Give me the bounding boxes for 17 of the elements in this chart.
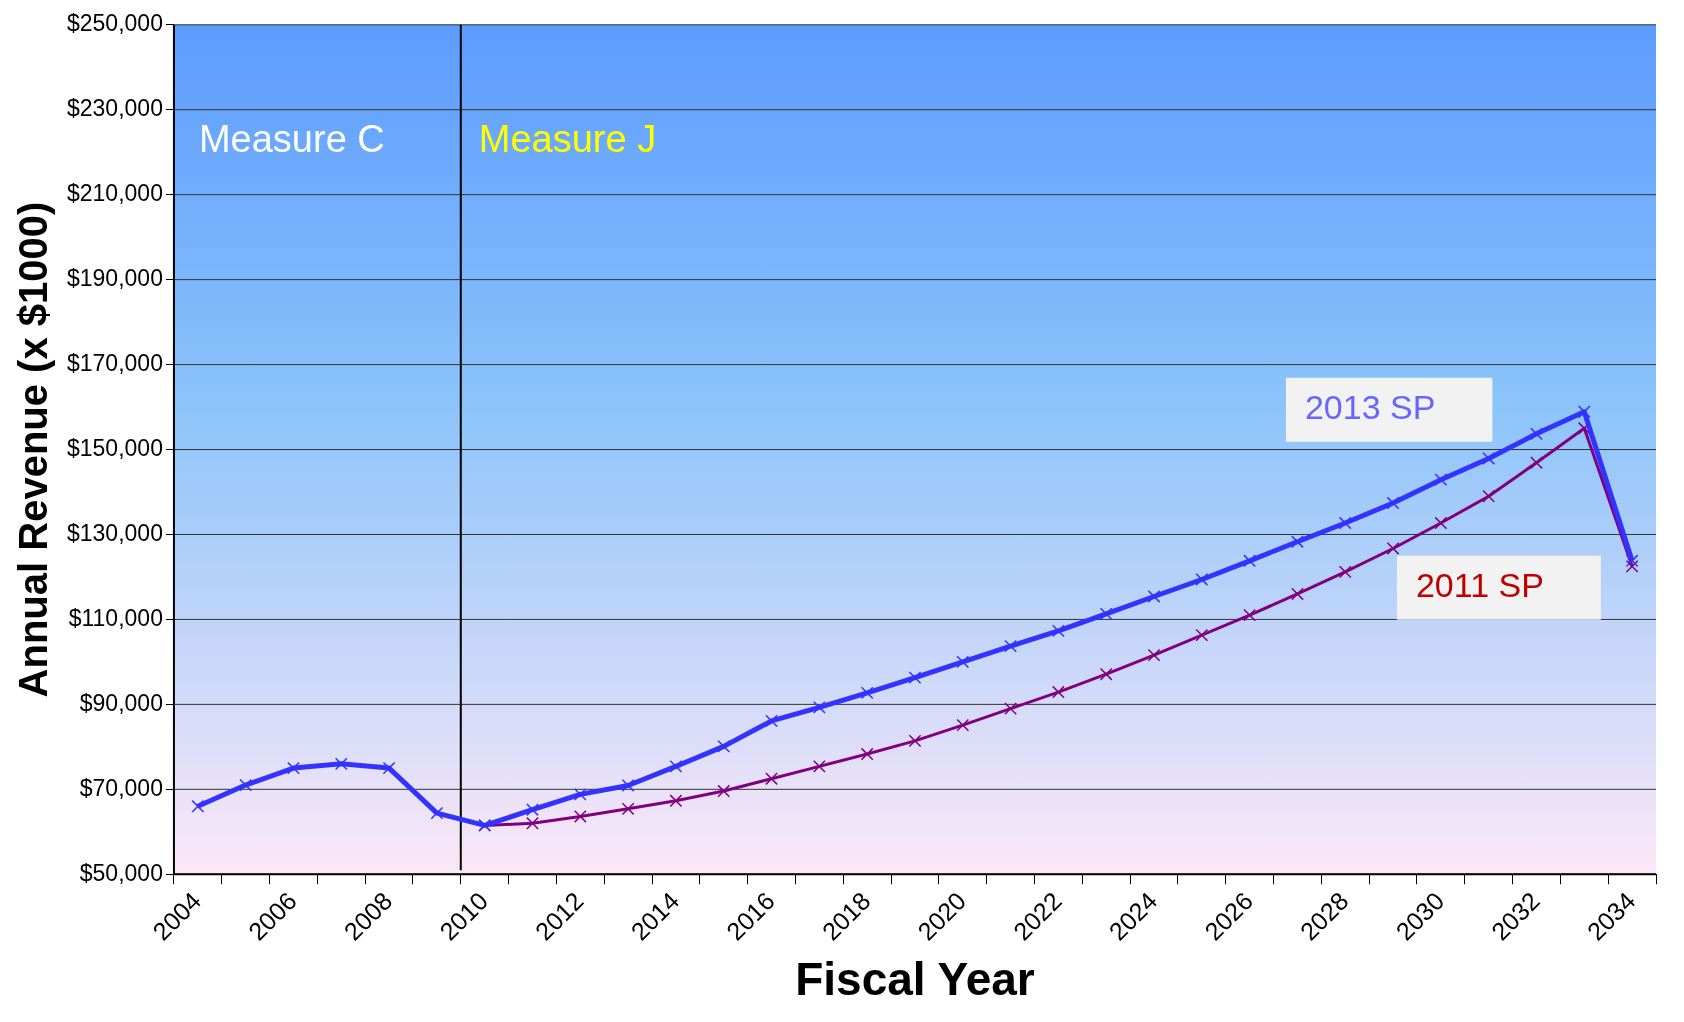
y-tick-label: $190,000 — [66, 264, 163, 291]
y-tick-label: $70,000 — [79, 774, 163, 801]
y-tick-label: $230,000 — [66, 95, 163, 122]
y-tick-label: $90,000 — [79, 689, 163, 716]
y-tick-label: $50,000 — [79, 859, 163, 886]
y-tick-label: $170,000 — [66, 349, 163, 376]
x-axis-title: Fiscal Year — [795, 953, 1035, 1006]
series-label: 2011 SP — [1415, 566, 1544, 605]
y-tick-label: $250,000 — [66, 10, 163, 37]
y-axis-title: Annual Revenue (x $1000) — [11, 201, 56, 698]
y-tick-label: $210,000 — [66, 180, 163, 207]
series-label: 2013 SP — [1304, 388, 1436, 427]
y-tick-label: $130,000 — [66, 519, 163, 546]
annotation: Measure C — [198, 118, 385, 161]
annotation: Measure J — [478, 118, 657, 161]
y-tick-label: $110,000 — [68, 604, 163, 631]
y-tick-label: $150,000 — [66, 434, 163, 461]
